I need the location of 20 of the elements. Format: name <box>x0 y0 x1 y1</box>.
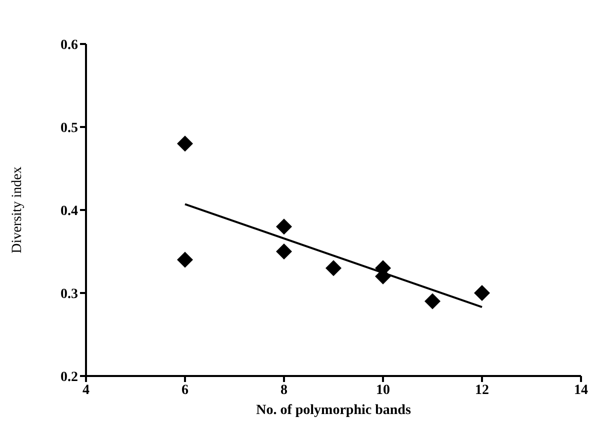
x-tick-label: 8 <box>280 382 288 398</box>
y-tick-label: 0.2 <box>60 370 78 385</box>
point <box>326 260 342 276</box>
point <box>276 244 292 260</box>
point <box>177 136 193 152</box>
y-axis-title: Diversity index <box>10 166 25 254</box>
x-tick-label: 10 <box>376 382 390 398</box>
point <box>424 293 440 310</box>
point <box>474 285 490 301</box>
x-tick-label: 6 <box>182 382 188 398</box>
x-tick-label: 14 <box>574 382 588 398</box>
y-tick-label: 0.4 <box>60 204 78 219</box>
x-axis-title: No. of polymorphic bands <box>256 403 412 418</box>
y-tick-label: 0.3 <box>60 286 78 302</box>
point <box>276 218 292 235</box>
x-tick-label: 12 <box>475 382 489 398</box>
point <box>177 252 193 268</box>
x-tick-label: 4 <box>82 382 90 398</box>
y-tick-label: 0.6 <box>60 38 78 53</box>
y-tick-label: 0.5 <box>60 120 78 136</box>
